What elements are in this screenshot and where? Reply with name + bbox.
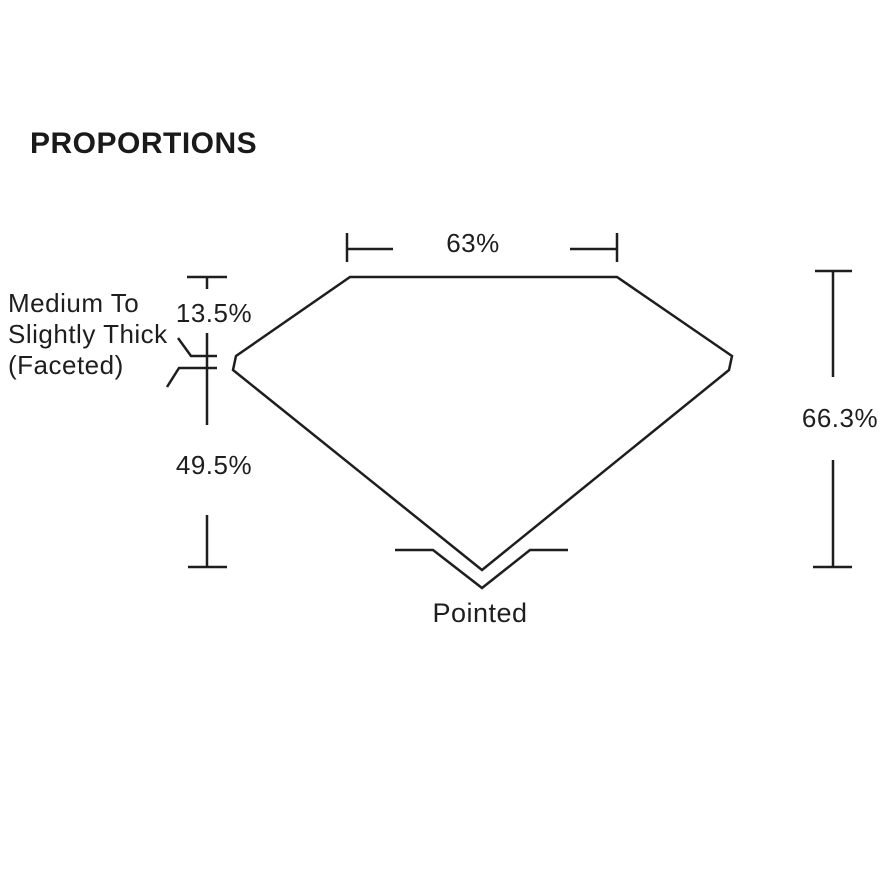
- table-width-label: 63%: [446, 228, 500, 258]
- crown-height-label: 13.5%: [175, 298, 253, 328]
- girdle-description-label: Medium To Slightly Thick (Faceted): [8, 288, 168, 380]
- total-depth-dimension-line: [813, 269, 852, 569]
- culet-callout-mark: [395, 548, 568, 590]
- table-width-dimension-line: [345, 233, 619, 262]
- page-title: PROPORTIONS: [30, 127, 258, 160]
- crown-height-dimension-line: [187, 275, 227, 425]
- pavilion-depth-label: 49.5%: [175, 450, 253, 480]
- pavilion-depth-dimension-line: [188, 515, 227, 569]
- culet-label: Pointed: [432, 598, 528, 628]
- girdle-break-mark: [165, 337, 217, 388]
- diamond-outline-shape: [231, 275, 734, 572]
- total-depth-label: 66.3%: [801, 403, 879, 433]
